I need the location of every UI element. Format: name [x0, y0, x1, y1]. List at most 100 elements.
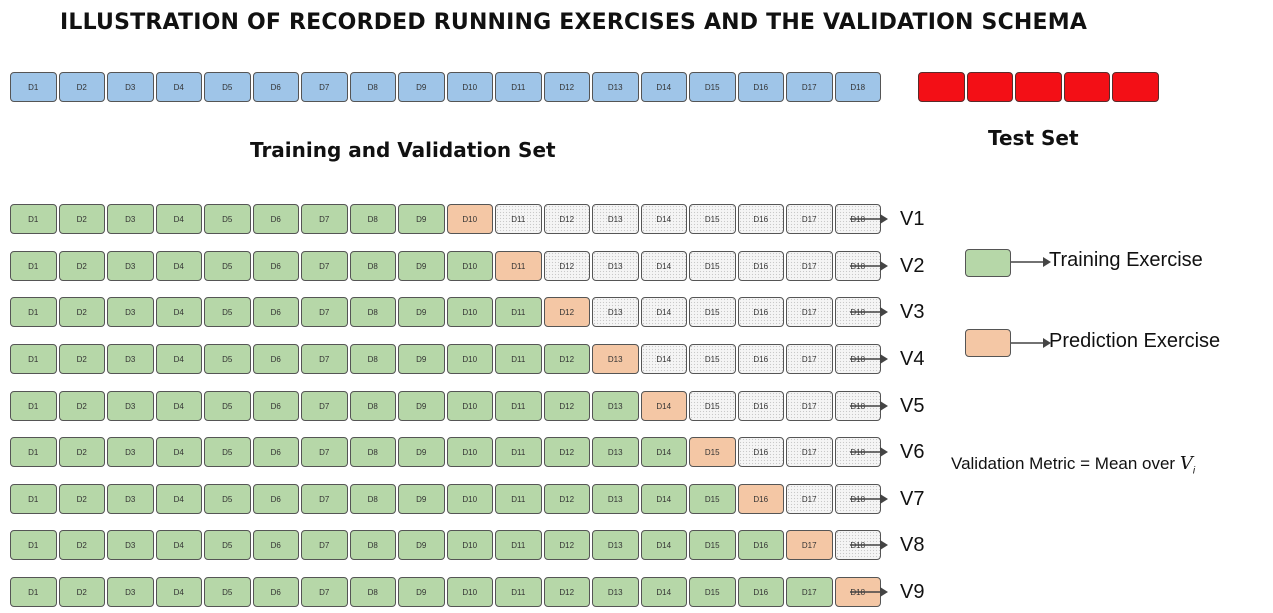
training-exercise-box: D2	[58, 484, 105, 514]
fold-label: V2	[900, 255, 925, 277]
training-exercise-box: D3	[107, 344, 154, 374]
training-exercise-box: D16	[737, 577, 784, 607]
sequence-exercise-box: D9	[398, 72, 445, 102]
training-exercise-box: D7	[301, 344, 348, 374]
sequence-exercise-box: D10	[446, 72, 493, 102]
training-exercise-box: D2	[58, 437, 105, 467]
training-exercise-box: D3	[107, 484, 154, 514]
training-exercise-box: D11	[495, 297, 542, 327]
test-exercise-box	[1063, 72, 1110, 102]
sequence-exercise-box: D14	[640, 72, 687, 102]
sequence-exercise-box: D3	[107, 72, 154, 102]
sequence-exercise-box: D6	[252, 72, 299, 102]
fold-arrow-icon	[850, 447, 888, 457]
future-exercise-box: D17	[786, 204, 833, 234]
future-exercise-box: D13	[592, 297, 639, 327]
recorded-exercise-sequence: D1 D2 D3 D4 D5 D6 D7 D8 D9 D10 D11 D12 D13 D14 D15 D16 D…	[10, 72, 881, 102]
training-exercise-box: D4	[155, 437, 202, 467]
future-exercise-box: D12	[543, 204, 590, 234]
fold-label: V5	[900, 395, 925, 417]
fold-row-v7: D1 D2 D3 D4 D5 D6 D7 D8 D9 D10 D11 D12 D13 D14 D15 D16 D…	[10, 484, 881, 514]
training-exercise-box: D5	[204, 344, 251, 374]
training-exercise-box: D1	[10, 251, 57, 281]
training-exercise-box: D14	[640, 484, 687, 514]
sequence-exercise-box: D13	[592, 72, 639, 102]
training-exercise-box: D7	[301, 204, 348, 234]
training-exercise-box: D7	[301, 530, 348, 560]
training-exercise-box: D4	[155, 484, 202, 514]
fold-row-v3: D1 D2 D3 D4 D5 D6 D7 D8 D9 D10 D11 D12 D13 D14 D15 D16 D…	[10, 297, 881, 327]
training-exercise-box: D8	[349, 484, 396, 514]
training-exercise-box: D7	[301, 251, 348, 281]
training-exercise-box: D3	[107, 530, 154, 560]
sequence-exercise-box: D2	[58, 72, 105, 102]
training-exercise-box: D1	[10, 391, 57, 421]
fold-label: V4	[900, 348, 925, 370]
training-exercise-box: D9	[398, 530, 445, 560]
fold-row-v4: D1 D2 D3 D4 D5 D6 D7 D8 D9 D10 D11 D12 D13 D14 D15 D16 D…	[10, 344, 881, 374]
training-exercise-box: D4	[155, 391, 202, 421]
training-exercise-box: D3	[107, 297, 154, 327]
training-exercise-box: D5	[204, 437, 251, 467]
fold-row-v2: D1 D2 D3 D4 D5 D6 D7 D8 D9 D10 D11 D12 D13 D14 D15 D16 D…	[10, 251, 881, 281]
future-exercise-box: D15	[689, 251, 736, 281]
training-exercise-box: D4	[155, 297, 202, 327]
training-exercise-box: D11	[495, 577, 542, 607]
fold-label: V1	[900, 208, 925, 230]
training-exercise-box: D12	[543, 484, 590, 514]
training-exercise-box: D15	[689, 577, 736, 607]
training-exercise-box: D6	[252, 204, 299, 234]
future-exercise-box: D11	[495, 204, 542, 234]
fold-arrow-icon	[850, 540, 888, 550]
future-exercise-box: D14	[640, 251, 687, 281]
training-exercise-box: D11	[495, 437, 542, 467]
future-exercise-box: D15	[689, 297, 736, 327]
training-exercise-box: D8	[349, 251, 396, 281]
training-exercise-box: D7	[301, 484, 348, 514]
future-exercise-box: D16	[737, 297, 784, 327]
training-exercise-box: D10	[446, 437, 493, 467]
fold-row-v9: D1 D2 D3 D4 D5 D6 D7 D8 D9 D10 D11 D12 D13 D14 D15 D16 D…	[10, 577, 881, 607]
training-exercise-box: D1	[10, 484, 57, 514]
training-exercise-box: D9	[398, 204, 445, 234]
test-exercise-box	[966, 72, 1013, 102]
training-exercise-box: D2	[58, 344, 105, 374]
training-exercise-box: D7	[301, 437, 348, 467]
training-exercise-box: D1	[10, 204, 57, 234]
future-exercise-box: D16	[737, 251, 784, 281]
fold-arrow-icon	[850, 214, 888, 224]
training-exercise-box: D4	[155, 530, 202, 560]
future-exercise-box: D16	[737, 344, 784, 374]
sequence-exercise-box: D17	[786, 72, 833, 102]
sequence-exercise-box: D18	[834, 72, 881, 102]
metric-subscript: i	[1192, 465, 1196, 477]
training-exercise-box: D2	[58, 204, 105, 234]
sequence-exercise-box: D15	[689, 72, 736, 102]
training-exercise-box: D3	[107, 204, 154, 234]
training-exercise-box: D10	[446, 484, 493, 514]
training-exercise-box: D9	[398, 577, 445, 607]
fold-row-v8: D1 D2 D3 D4 D5 D6 D7 D8 D9 D10 D11 D12 D13 D14 D15 D16 D…	[10, 530, 881, 560]
training-exercise-box: D14	[640, 577, 687, 607]
training-validation-label: Training and Validation Set	[250, 138, 556, 162]
training-exercise-box: D11	[495, 344, 542, 374]
training-exercise-box: D3	[107, 437, 154, 467]
fold-label: V6	[900, 441, 925, 463]
training-exercise-box: D17	[786, 577, 833, 607]
training-exercise-box: D13	[592, 530, 639, 560]
future-exercise-box: D14	[640, 344, 687, 374]
training-exercise-box: D12	[543, 437, 590, 467]
training-exercise-box: D7	[301, 297, 348, 327]
training-exercise-box: D9	[398, 484, 445, 514]
training-exercise-box: D9	[398, 391, 445, 421]
training-exercise-box: D15	[689, 484, 736, 514]
training-exercise-box: D6	[252, 344, 299, 374]
training-exercise-box: D9	[398, 251, 445, 281]
training-exercise-box: D10	[446, 577, 493, 607]
training-exercise-box: D9	[398, 437, 445, 467]
test-set-label: Test Set	[988, 126, 1079, 150]
sequence-exercise-box: D1	[10, 72, 57, 102]
training-exercise-box: D4	[155, 204, 202, 234]
fold-arrow-icon	[850, 494, 888, 504]
future-exercise-box: D15	[689, 204, 736, 234]
